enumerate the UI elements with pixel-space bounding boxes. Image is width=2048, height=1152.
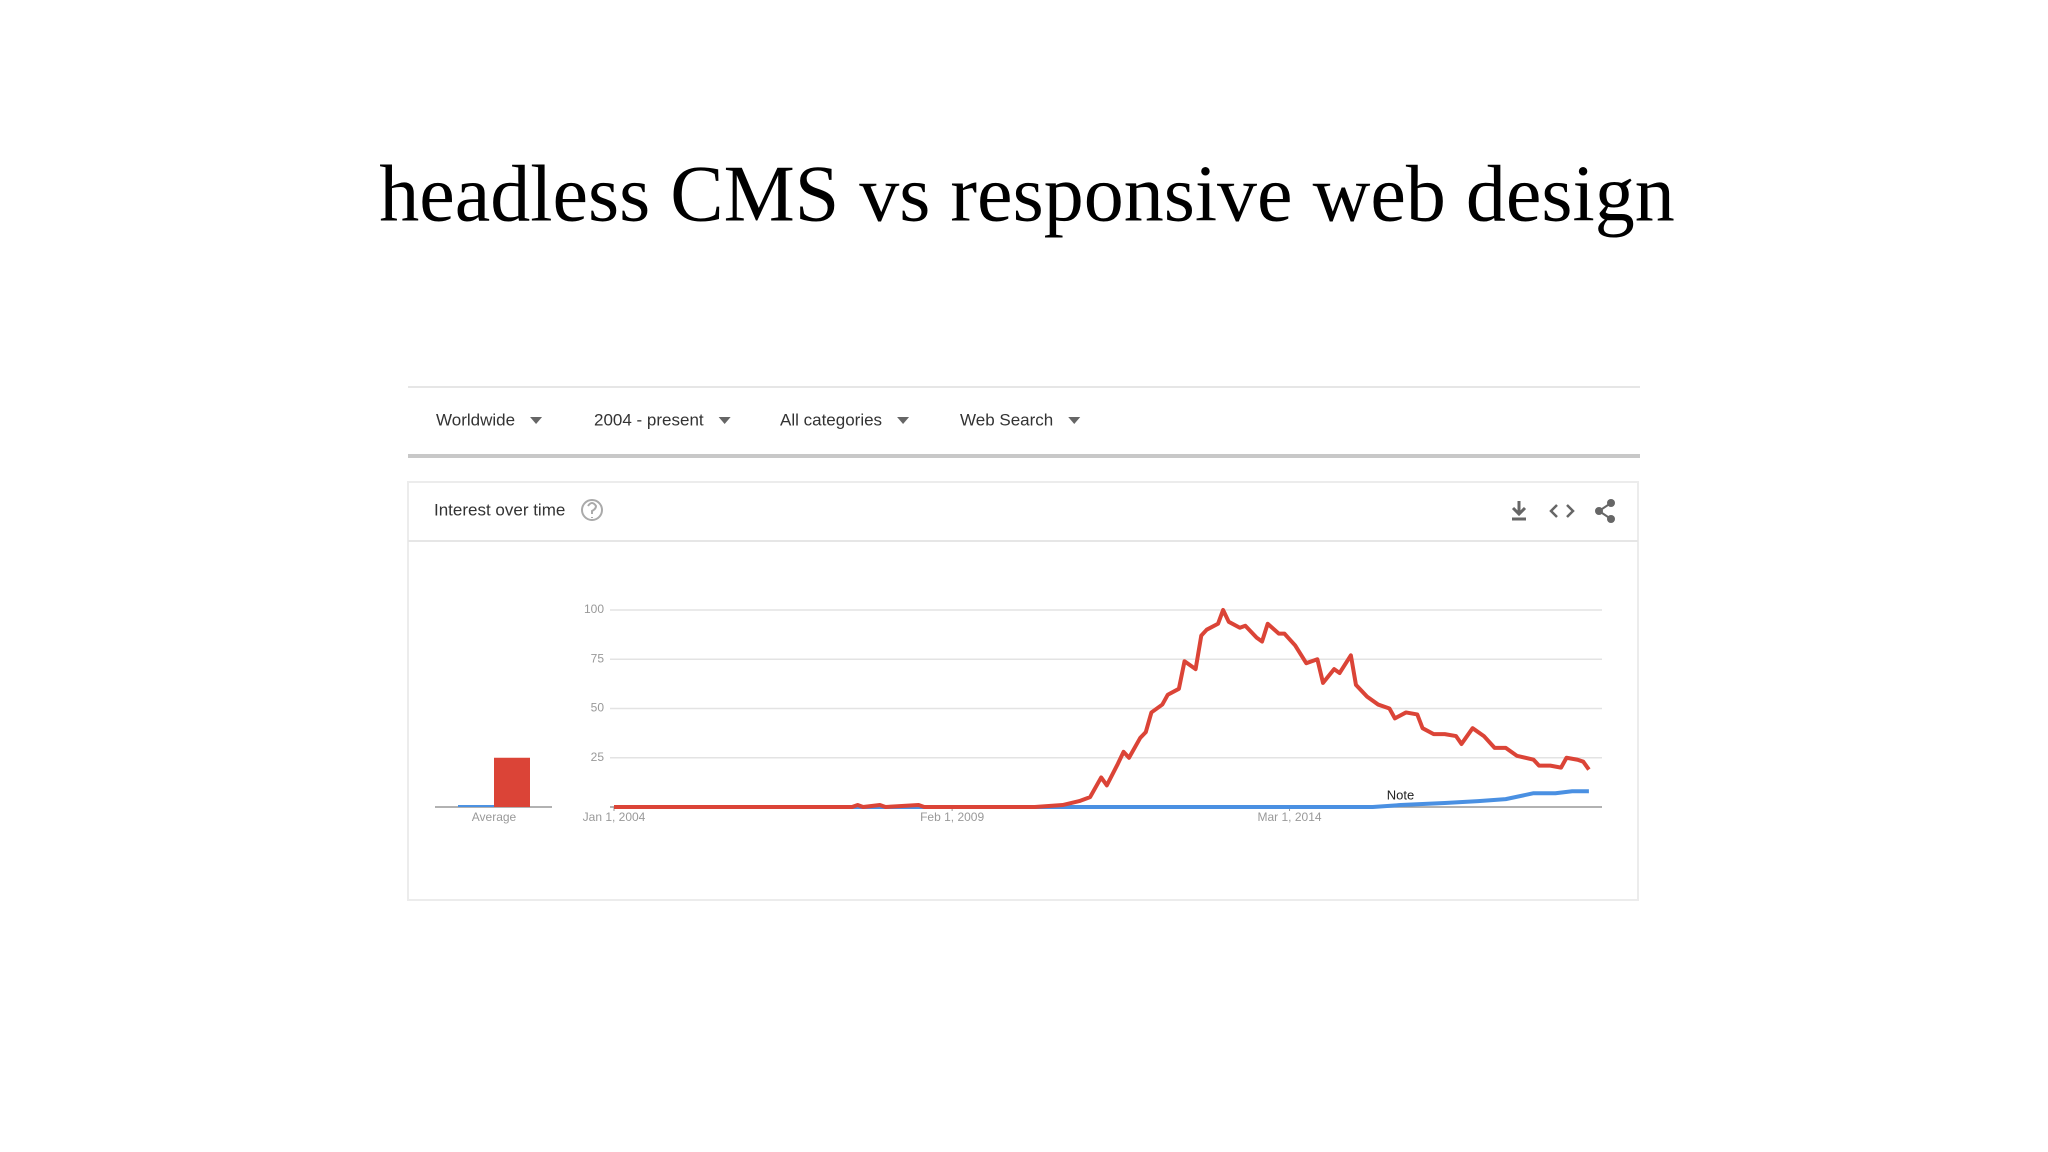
filter-dropdown[interactable]: Worldwide — [436, 410, 543, 429]
average-bar — [458, 805, 494, 807]
dropdown-arrow[interactable] — [718, 417, 731, 424]
filter-bar — [408, 386, 1640, 458]
share-dot[interactable] — [1607, 499, 1615, 507]
card-title: Interest over time — [434, 500, 565, 519]
dropdown-arrow[interactable] — [530, 417, 543, 424]
filter-label[interactable]: Worldwide — [436, 410, 515, 429]
slide-title: headless CMS vs responsive web design — [379, 150, 1674, 238]
dropdown-arrow[interactable] — [897, 417, 910, 424]
y-tick-label: 25 — [591, 750, 605, 764]
dropdown-arrow[interactable] — [1068, 417, 1081, 424]
y-tick-label: 75 — [591, 651, 605, 665]
y-tick-label: 100 — [584, 602, 604, 616]
embed-icon[interactable] — [1549, 504, 1575, 518]
share-dot[interactable] — [1595, 507, 1603, 515]
help-mark[interactable] — [587, 502, 598, 518]
download-glyph[interactable] — [1511, 501, 1527, 521]
help-circle[interactable] — [581, 499, 603, 521]
share-icon[interactable] — [1595, 499, 1615, 523]
x-tick-label: Feb 1, 2009 — [920, 810, 984, 824]
average-bar — [494, 757, 530, 807]
card: Interest over time — [407, 481, 1639, 901]
filter-label[interactable]: 2004 - present — [594, 410, 704, 429]
help-icon[interactable] — [581, 499, 603, 521]
filter-bar-bottom — [408, 454, 1640, 458]
average-label: Average — [472, 810, 517, 824]
trend-line — [614, 789, 1589, 809]
card-box — [407, 481, 1639, 901]
download-icon[interactable] — [1511, 501, 1527, 521]
filter-label[interactable]: All categories — [780, 410, 882, 429]
share-dot[interactable] — [1607, 515, 1615, 523]
filter-dropdown[interactable]: 2004 - present — [594, 410, 731, 429]
filter-dropdown[interactable]: All categories — [780, 410, 910, 429]
embed-glyph[interactable] — [1549, 504, 1575, 518]
filter-dropdown[interactable]: Web Search — [960, 410, 1081, 429]
x-tick-label: Mar 1, 2014 — [1258, 810, 1322, 824]
filter-label[interactable]: Web Search — [960, 410, 1053, 429]
x-tick-label: Jan 1, 2004 — [583, 810, 646, 824]
annotation: Note — [1387, 787, 1414, 802]
trend-line — [614, 608, 1591, 809]
y-tick-label: 50 — [591, 701, 605, 715]
